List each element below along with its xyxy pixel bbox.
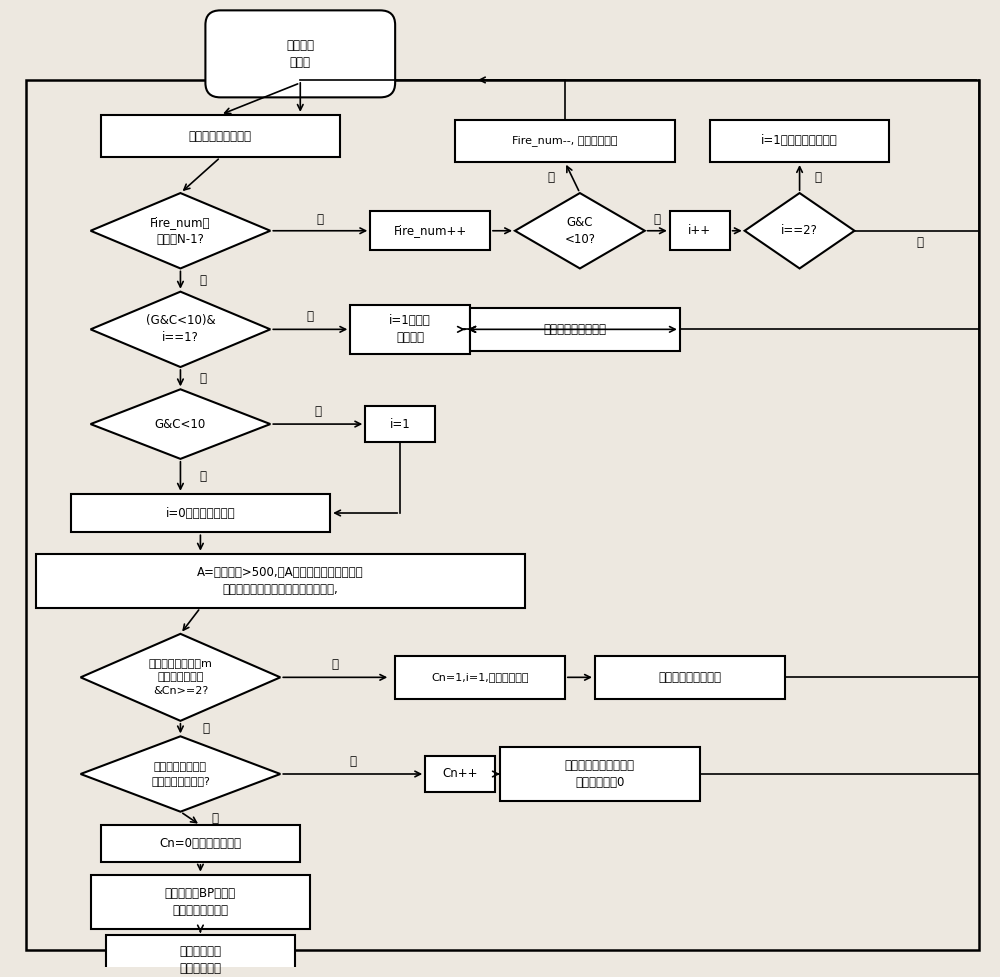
Text: 特征进行更新，当前帧
的特征设置为0: 特征进行更新，当前帧 的特征设置为0 bbox=[565, 759, 635, 789]
Text: i=1: i=1 bbox=[390, 417, 411, 431]
Text: 经过处理后的矩阵
是否还有目标存在?: 经过处理后的矩阵 是否还有目标存在? bbox=[151, 762, 210, 786]
Text: 否: 否 bbox=[202, 722, 209, 735]
Text: 否: 否 bbox=[349, 755, 356, 768]
Text: 否: 否 bbox=[199, 371, 206, 385]
FancyBboxPatch shape bbox=[101, 114, 340, 157]
Text: Fire_num++: Fire_num++ bbox=[393, 225, 467, 237]
FancyBboxPatch shape bbox=[425, 755, 495, 792]
FancyBboxPatch shape bbox=[470, 308, 680, 351]
Text: i=1，并重置其它数据: i=1，并重置其它数据 bbox=[761, 135, 838, 148]
Text: 否: 否 bbox=[317, 213, 324, 226]
Text: (G&C<10)&
i==1?: (G&C<10)& i==1? bbox=[146, 315, 215, 344]
FancyBboxPatch shape bbox=[36, 554, 525, 608]
Text: A=累积矩阵>500,对A矩阵进行中值滤波，以
及心态学闭运算，然后进行区域生长,: A=累积矩阵>500,对A矩阵进行中值滤波，以 及心态学闭运算，然后进行区域生长… bbox=[197, 566, 364, 596]
Text: 是: 是 bbox=[199, 274, 206, 286]
Text: 经过处理后的矩阵m
没有目标存在？
&Cn>=2?: 经过处理后的矩阵m 没有目标存在？ &Cn>=2? bbox=[149, 659, 212, 696]
Text: 读取第一
帧图像: 读取第一 帧图像 bbox=[286, 39, 314, 68]
FancyBboxPatch shape bbox=[395, 657, 565, 699]
Text: 否: 否 bbox=[547, 171, 554, 184]
FancyBboxPatch shape bbox=[101, 826, 300, 862]
FancyBboxPatch shape bbox=[71, 493, 330, 532]
FancyBboxPatch shape bbox=[350, 305, 470, 354]
FancyBboxPatch shape bbox=[106, 935, 295, 977]
FancyBboxPatch shape bbox=[365, 405, 435, 443]
Text: 特征值输入BP神经网
络，进行火焰识别: 特征值输入BP神经网 络，进行火焰识别 bbox=[165, 886, 236, 916]
FancyBboxPatch shape bbox=[710, 119, 889, 162]
Text: Cn=1,i=1,重置其它数据: Cn=1,i=1,重置其它数据 bbox=[431, 672, 529, 682]
Text: 是: 是 bbox=[212, 812, 219, 825]
Text: G&C<10: G&C<10 bbox=[155, 417, 206, 431]
Text: 时间器控制读入图像: 时间器控制读入图像 bbox=[658, 671, 721, 684]
Text: 如果存在火焰
发送报警指令: 如果存在火焰 发送报警指令 bbox=[179, 945, 221, 975]
Text: 否: 否 bbox=[199, 470, 206, 483]
FancyBboxPatch shape bbox=[370, 211, 490, 250]
Text: 时间器控制读入图像: 时间器控制读入图像 bbox=[543, 322, 606, 336]
Text: Cn=0，提取火焰特征: Cn=0，提取火焰特征 bbox=[159, 837, 241, 850]
Polygon shape bbox=[81, 737, 280, 812]
Text: 否: 否 bbox=[916, 235, 923, 249]
Text: 时间器控制读入图像: 时间器控制读入图像 bbox=[189, 130, 252, 143]
Text: Fire_num--, 计算累积矩阵: Fire_num--, 计算累积矩阵 bbox=[512, 136, 618, 147]
Text: G&C
<10?: G&C <10? bbox=[564, 216, 595, 246]
Polygon shape bbox=[515, 193, 645, 269]
FancyBboxPatch shape bbox=[455, 119, 675, 162]
Text: i==2?: i==2? bbox=[781, 225, 818, 237]
Polygon shape bbox=[91, 193, 270, 269]
Polygon shape bbox=[745, 193, 855, 269]
FancyBboxPatch shape bbox=[91, 874, 310, 929]
Text: i=1并重置
其它数据: i=1并重置 其它数据 bbox=[389, 315, 431, 344]
Text: 是: 是 bbox=[814, 171, 821, 184]
Polygon shape bbox=[91, 292, 270, 367]
FancyBboxPatch shape bbox=[595, 657, 785, 699]
Polygon shape bbox=[81, 634, 280, 721]
Polygon shape bbox=[91, 389, 270, 459]
Text: 是: 是 bbox=[314, 405, 321, 418]
FancyBboxPatch shape bbox=[670, 211, 730, 250]
Text: i++: i++ bbox=[688, 225, 711, 237]
Text: 是: 是 bbox=[654, 213, 661, 226]
Text: i=0，计算累积矩阵: i=0，计算累积矩阵 bbox=[166, 506, 235, 520]
Text: Cn++: Cn++ bbox=[442, 768, 478, 781]
Text: 是: 是 bbox=[307, 311, 314, 323]
Text: 是: 是 bbox=[332, 658, 339, 671]
FancyBboxPatch shape bbox=[205, 11, 395, 98]
Text: Fire_num是
否等于N-1?: Fire_num是 否等于N-1? bbox=[150, 216, 211, 246]
FancyBboxPatch shape bbox=[500, 747, 700, 801]
